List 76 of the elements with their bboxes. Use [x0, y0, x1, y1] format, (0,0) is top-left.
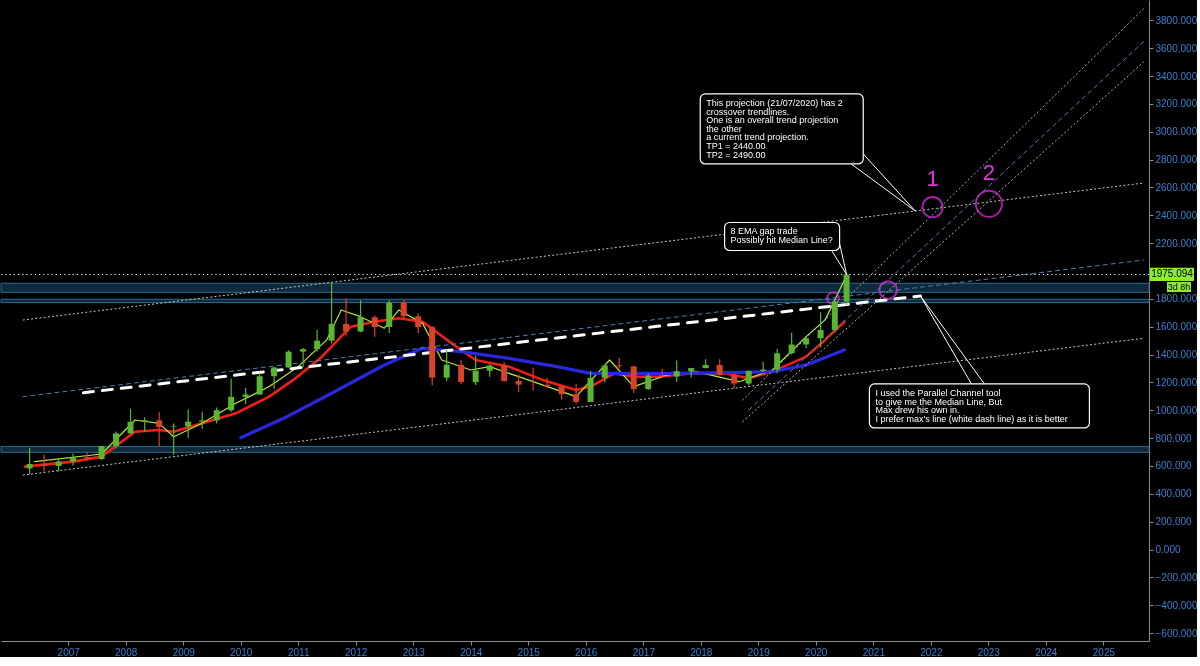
y-tick-label: 3800.000 — [1155, 14, 1198, 26]
y-tick-label: 2600.000 — [1155, 181, 1198, 193]
x-tick-label: 2014 — [460, 646, 483, 658]
y-tick-label: 3400.000 — [1155, 70, 1198, 82]
y-tick-label: 800.000 — [1155, 432, 1193, 444]
candlestick — [84, 452, 91, 461]
y-tick-label: 2400.000 — [1155, 209, 1198, 221]
ref-line-label: 1975.094 — [1151, 268, 1194, 280]
candlestick — [774, 348, 781, 374]
candlestick — [256, 372, 263, 396]
y-tick-label: 0.000 — [1155, 544, 1181, 556]
y-tick-label: −600.000 — [1155, 627, 1198, 639]
y-tick-label: 2200.000 — [1155, 237, 1198, 249]
x-tick-label: 2024 — [1035, 646, 1058, 658]
y-tick-label: 1600.000 — [1155, 321, 1198, 333]
y-tick-label: 200.000 — [1155, 516, 1193, 528]
candlestick — [573, 383, 580, 405]
x-tick-label: 2020 — [805, 646, 828, 658]
candlestick — [300, 347, 307, 368]
line-series — [239, 346, 846, 440]
x-tick-label: 2012 — [345, 646, 368, 658]
y-tick-label: 3600.000 — [1155, 42, 1198, 54]
candlestick — [817, 311, 824, 349]
candlestick — [357, 299, 364, 333]
candlestick — [472, 355, 479, 386]
annotation: 2 — [982, 159, 996, 185]
candlestick — [415, 312, 422, 334]
candlestick — [630, 365, 637, 394]
x-tick-label: 2008 — [115, 646, 138, 658]
annotation: 8 EMA gap trade Possibly hit Median Line? — [730, 226, 833, 246]
x-tick-label: 2016 — [575, 646, 598, 658]
y-tick-label: 1400.000 — [1155, 349, 1198, 361]
candlestick — [458, 359, 465, 385]
candlestick — [673, 359, 680, 383]
x-tick-label: 2022 — [920, 646, 943, 658]
y-tick-label: 400.000 — [1155, 488, 1193, 500]
y-tick-label: −200.000 — [1155, 571, 1198, 583]
candlestick — [271, 366, 278, 390]
x-tick-label: 2019 — [747, 646, 771, 658]
candlestick — [127, 408, 134, 435]
candlestick — [501, 361, 508, 383]
x-tick-label: 2025 — [1092, 646, 1116, 658]
candlestick — [228, 378, 235, 413]
text: 3d 8h — [1167, 282, 1191, 292]
annotation: I used the Parallel Channel tool to give me the Median Line, But Max drew his own in. I prefer max's line (white dash line) as it is better — [875, 387, 1068, 424]
candlestick — [443, 349, 450, 382]
candlestick — [400, 298, 407, 319]
y-tick-label: 3000.000 — [1155, 126, 1198, 138]
candlestick — [343, 297, 350, 338]
candlestick — [41, 454, 48, 473]
y-tick-label: 1200.000 — [1155, 376, 1198, 388]
y-tick-label: −400.000 — [1155, 599, 1198, 611]
x-tick-label: 2011 — [287, 646, 310, 658]
y-tick-label: 3200.000 — [1155, 98, 1198, 110]
x-tick-label: 2023 — [977, 646, 1001, 658]
candlestick — [170, 422, 177, 456]
y-tick-label: 1800.000 — [1155, 293, 1198, 305]
annotation: 1 — [926, 166, 939, 192]
x-tick-label: 2013 — [402, 646, 426, 658]
y-tick-label: 1000.000 — [1155, 404, 1198, 416]
x-tick-label: 2007 — [57, 646, 81, 658]
candlestick — [371, 314, 378, 338]
candlestick — [314, 329, 321, 353]
y-tick-label: 2800.000 — [1155, 154, 1198, 166]
x-tick-label: 2015 — [517, 646, 541, 658]
candlestick — [70, 452, 77, 467]
candlestick — [156, 411, 163, 448]
candlestick — [788, 332, 795, 356]
x-tick-label: 2017 — [632, 646, 656, 658]
x-tick-label: 2009 — [172, 646, 196, 658]
y-tick-label: 600.000 — [1155, 460, 1193, 472]
candlestick — [328, 281, 335, 345]
x-tick-label: 2021 — [862, 646, 886, 658]
x-tick-label: 2018 — [690, 646, 713, 658]
annotation: This projection (21/07/2020) has 2 crossover trendlines. One is an overall trend projection the other a current trend projection. TP1 = 2440.00 TP2 = 2490.00 — [706, 97, 843, 160]
x-tick-label: 2010 — [230, 646, 253, 658]
